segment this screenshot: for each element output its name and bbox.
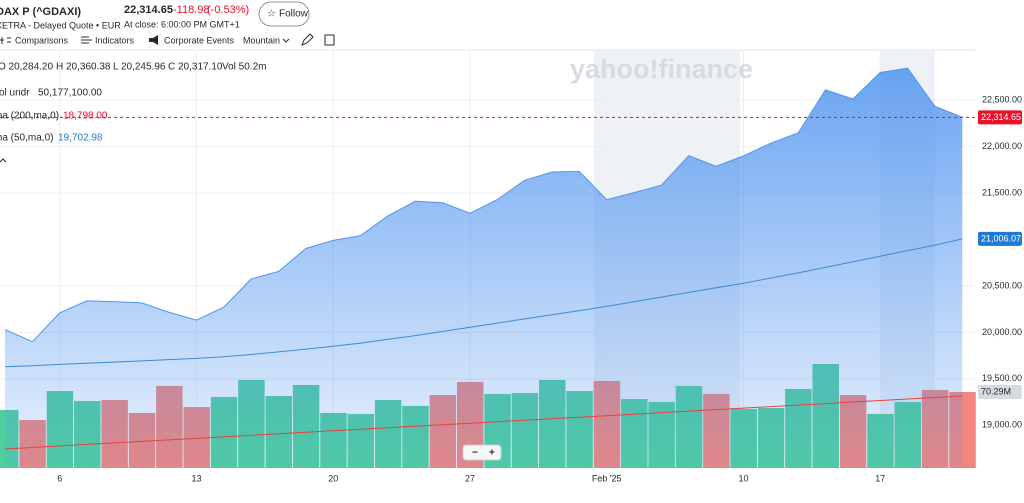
icon (81, 36, 92, 44)
x-tick-label: 20 (328, 473, 338, 483)
icon (0, 37, 11, 44)
value-tag (978, 110, 1022, 125)
legend: O 20,284.20 H 20,360.38 L 20,245.96 C 20,31… (0, 62, 266, 163)
ohlc-value: H 20,360.38 (56, 62, 111, 73)
ohlc-value: Vol 50.2m (222, 62, 266, 73)
toolbar-item[interactable]: Comparisons (15, 35, 69, 45)
x-tick-label: 13 (191, 473, 201, 483)
value-tag (978, 231, 1022, 246)
follow-label[interactable]: Follow (279, 9, 309, 20)
ohlc-value: O 20,284.20 (0, 62, 53, 73)
value-tag-label: 22,314.65 (981, 112, 1021, 122)
zoom-control: − + (462, 444, 502, 461)
study-name: vol undr (0, 88, 30, 99)
symbol-name: DAX P (^GDAXI) (0, 6, 81, 18)
exchange: XETRA - Delayed Quote • EUR (0, 20, 121, 30)
change: -118.98 (173, 4, 210, 16)
study-value: 50,177,100.00 (38, 88, 102, 99)
zoom-in[interactable]: + (489, 448, 495, 459)
draw-icon[interactable] (301, 33, 314, 46)
value-tag-label: 21,006.07 (981, 233, 1021, 243)
toolbar: Comparisons Indicators Corporate Events … (0, 33, 335, 46)
study-value: 18,798.00 (63, 111, 108, 122)
value-tag-label: 70.29M (981, 386, 1011, 396)
table-icon[interactable] (324, 34, 335, 46)
ma-line (4, 238, 963, 368)
y-tick-label: 20,000.00 (982, 327, 1022, 337)
y-tick-label: 20,500.00 (982, 280, 1022, 290)
study-name: ma (50,ma,0) (0, 133, 53, 144)
button-frame[interactable] (258, 1, 310, 27)
toolbar-item[interactable]: Corporate Events (164, 35, 235, 45)
y-tick-label: 21,500.00 (982, 187, 1022, 197)
collapse-chevron (0, 158, 7, 163)
x-tick-label: 6 (57, 473, 62, 483)
ohlc-value: C 20,317.10 (168, 62, 223, 73)
toolbar-item[interactable]: Mountain (243, 35, 280, 45)
follow-button[interactable]: ☆ Follow (258, 1, 310, 27)
value-tag (978, 385, 1022, 400)
y-tick-label: 22,500.00 (982, 95, 1022, 105)
icon (149, 35, 158, 45)
x-tick-label: 10 (738, 473, 748, 483)
zoom-frame (462, 444, 502, 461)
y-tick-label: 19,500.00 (982, 373, 1022, 383)
y-tick-label: 22,000.00 (982, 141, 1022, 151)
close-time: At close: 6:00:00 PM GMT+1 (124, 19, 240, 29)
x-tick-label: 27 (465, 473, 475, 483)
plot (0, 50, 976, 468)
change-pct: (-0.53%) (207, 4, 249, 16)
ohlc-value: L 20,245.96 (113, 62, 166, 73)
star-icon: ☆ (267, 9, 276, 20)
toolbar-item[interactable]: Indicators (95, 35, 135, 45)
zoom-out[interactable]: − (472, 448, 478, 459)
watermark: yahoo!finance (570, 54, 753, 84)
price-area (5, 68, 963, 468)
y-tick-label: 19,000.00 (982, 420, 1022, 430)
study-value: 19,702.98 (58, 133, 103, 144)
study-name: ma (200,ma,0) (0, 111, 59, 122)
price-line (4, 67, 963, 343)
price: 22,314.65 (124, 4, 173, 16)
volume-ma-line (4, 395, 963, 450)
x-tick-label: Feb '25 (592, 473, 622, 483)
chevron (282, 38, 290, 43)
x-tick-label: 17 (875, 473, 885, 483)
